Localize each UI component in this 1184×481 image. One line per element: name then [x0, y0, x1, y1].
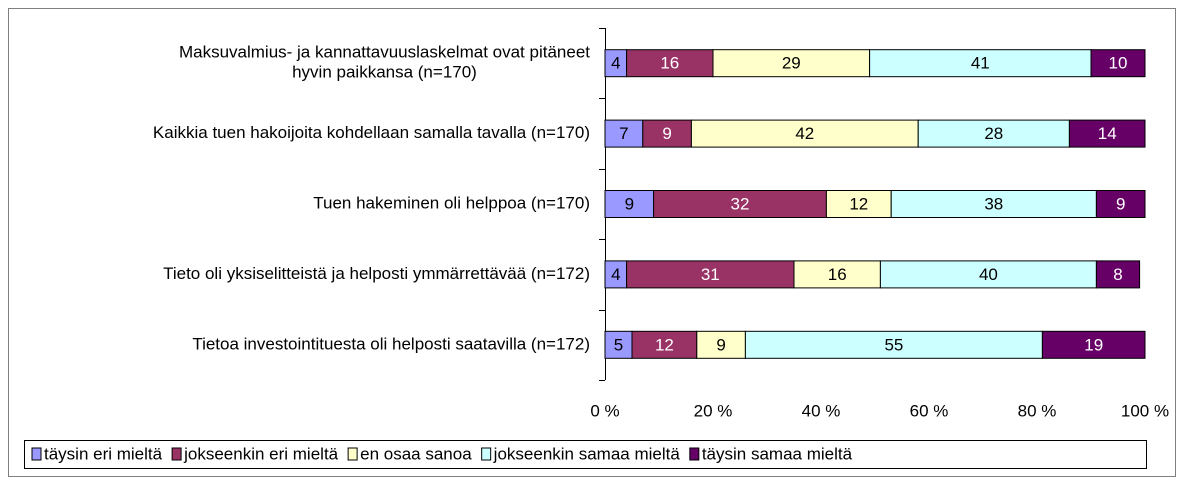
value-label: 38 [984, 194, 1003, 213]
bar-segment [879, 260, 1097, 289]
legend-swatch [31, 447, 42, 461]
value-label: 32 [731, 194, 750, 213]
bar-segment [642, 119, 692, 148]
legend-swatch [481, 447, 492, 461]
value-label: 7 [619, 124, 628, 143]
bar-segment [793, 260, 881, 289]
bar-segment [1068, 119, 1146, 148]
value-label: 40 [979, 265, 998, 284]
bar-segment [604, 119, 644, 148]
value-label: 9 [716, 335, 725, 354]
x-tick-label: 0 % [590, 401, 619, 420]
bar-segment [1095, 190, 1146, 218]
legend-swatch [689, 447, 700, 461]
value-label: 4 [611, 54, 620, 73]
x-tick-label: 40 % [802, 401, 841, 420]
value-label: 8 [1113, 265, 1122, 284]
value-label: 31 [701, 265, 720, 284]
value-label: 41 [971, 54, 990, 73]
x-tick-label: 20 % [694, 401, 733, 420]
value-label: 9 [662, 124, 671, 143]
bar-segment [604, 330, 633, 359]
bar-segment [631, 330, 698, 359]
bar-segment [712, 49, 871, 78]
value-label: 5 [614, 335, 623, 354]
legend-swatch [171, 447, 182, 461]
legend-label: täysin eri mieltä [44, 444, 163, 463]
value-label: 12 [655, 335, 674, 354]
bar-segment [1095, 260, 1141, 289]
value-label: 16 [660, 54, 679, 73]
value-label: 14 [1098, 124, 1117, 143]
y-tick-label: Tietoa investointituesta oli helposti sa… [192, 334, 590, 353]
bar-segment [626, 49, 714, 78]
value-label: 42 [795, 124, 814, 143]
chart-border [8, 8, 1176, 477]
x-tick-label: 60 % [910, 401, 949, 420]
value-label: 29 [782, 54, 801, 73]
y-tick-label: hyvin paikkansa (n=170) [292, 63, 477, 82]
y-tick-label: Maksuvalmius- ja kannattavuuslaskelmat o… [179, 43, 590, 62]
value-label: 19 [1084, 335, 1103, 354]
value-label: 9 [1116, 194, 1125, 213]
y-tick-label: Tieto oli yksiselitteistä ja helposti ym… [163, 264, 590, 283]
bar-segment [626, 260, 795, 289]
bar-segment [890, 190, 1097, 218]
bar-segment [825, 190, 892, 218]
value-label: 10 [1109, 54, 1128, 73]
legend-label: jokseenkin eri mieltä [183, 444, 339, 463]
value-label: 9 [625, 194, 634, 213]
legend-box [24, 440, 1147, 469]
bar-segment [696, 330, 746, 359]
bar-segment [744, 330, 1043, 359]
value-label: 16 [828, 265, 847, 284]
value-label: 4 [611, 265, 620, 284]
y-tick-label: Tuen hakeminen oli helppoa (n=170) [313, 193, 590, 212]
x-tick-label: 100 % [1121, 401, 1169, 420]
legend-swatch [347, 447, 358, 461]
legend-label: täysin samaa mieltä [702, 444, 853, 463]
value-label: 12 [849, 194, 868, 213]
legend-label: en osaa sanoa [360, 444, 472, 463]
value-label: 55 [884, 335, 903, 354]
bar-segment [1090, 49, 1146, 78]
bar-segment [869, 49, 1092, 78]
legend-label: jokseenkin samaa mieltä [493, 444, 681, 463]
y-tick-label: Kaikkia tuen hakoijoita kohdellaan samal… [153, 123, 590, 142]
bar-segment [1041, 330, 1146, 359]
bar-segment [604, 190, 655, 218]
value-label: 28 [984, 124, 1003, 143]
bar-segment [917, 119, 1070, 148]
x-tick-label: 80 % [1018, 401, 1057, 420]
